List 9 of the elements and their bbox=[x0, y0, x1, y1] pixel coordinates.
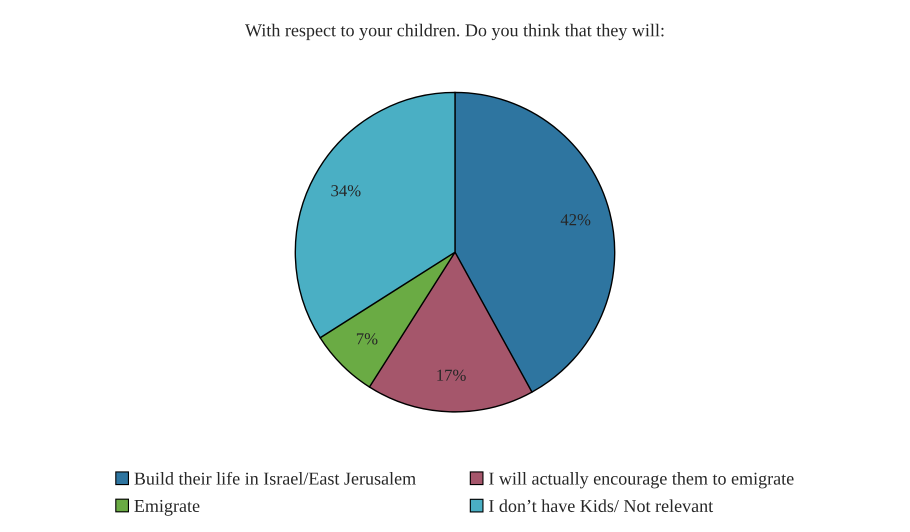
data-label: 7% bbox=[356, 333, 378, 344]
data-label: 34% bbox=[331, 185, 361, 196]
chart-title: With respect to your children. Do you think that they will: bbox=[245, 24, 664, 40]
legend-label: I will actually encourage them to emigrate bbox=[489, 472, 794, 488]
legend-label: I don’t have Kids/ Not relevant bbox=[489, 499, 714, 512]
legend-label: Build their life in Israel/East Jerusalem bbox=[134, 472, 416, 485]
legend-label: Emigrate bbox=[134, 500, 200, 516]
data-label: 42% bbox=[560, 214, 590, 226]
data-label: 17% bbox=[437, 370, 466, 381]
